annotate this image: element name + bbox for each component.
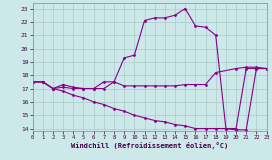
X-axis label: Windchill (Refroidissement éolien,°C): Windchill (Refroidissement éolien,°C) [71, 142, 228, 149]
